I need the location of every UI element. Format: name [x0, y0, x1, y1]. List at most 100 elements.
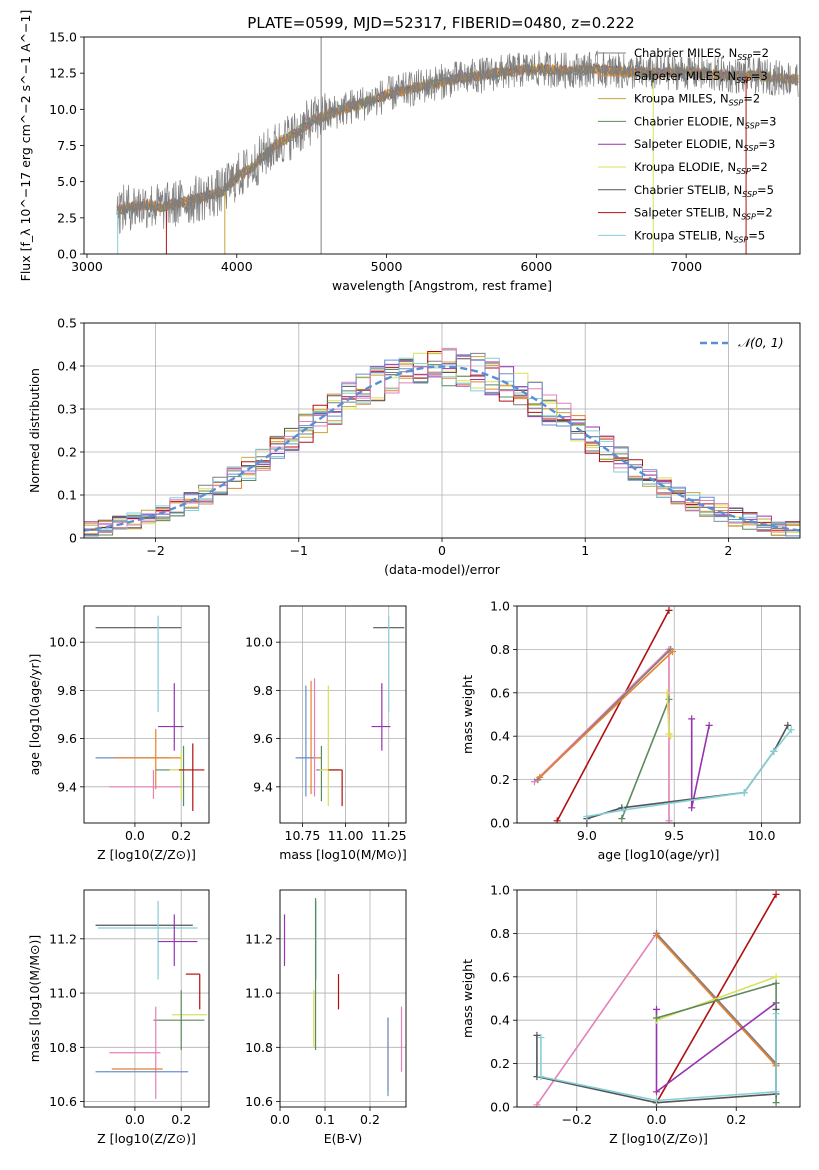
axes-frame — [83, 605, 210, 824]
mass-weight-marker — [772, 1010, 780, 1018]
x-tick-label: 0.1 — [315, 1112, 335, 1127]
x-tick-label: 9.5 — [664, 828, 684, 843]
legend-label-sub: SSP — [742, 190, 757, 199]
legend-label-text: Salpeter MILES, N — [634, 69, 736, 83]
legend-label-sub: SSP — [741, 213, 756, 222]
observed-spectrum-line — [116, 50, 799, 235]
mass-weight-marker — [772, 979, 780, 987]
legend-label-n: =3 — [751, 69, 768, 83]
x-axis-label: Z [log10(Z/Z⊙)] — [97, 847, 196, 862]
errorbar-point — [114, 728, 182, 790]
y-tick-label: 0.3 — [57, 402, 77, 417]
legend-label-n: =2 — [756, 206, 773, 220]
legend-label: Chabrier ELODIE, NSSP=3 — [634, 114, 776, 130]
y-tick-label: 7.5 — [57, 138, 77, 153]
panel-mass-vs-EBV: 0.0 0.1 0.2 10.6 10.8 11.0 11.2 E(B-V) — [245, 889, 407, 1146]
mass-weight-line — [556, 609, 670, 822]
y-tick-label: 0.2 — [57, 445, 77, 460]
legend-label-text: Kroupa STELIB, N — [634, 228, 734, 242]
y-axis-label: Flux [f_λ 10^−17 erg cm^−2 s^−1 A^−1] — [18, 10, 33, 282]
legend-label: 𝒩(0, 1) — [738, 335, 784, 350]
x-axis-label: age [log10(age/yr)] — [598, 847, 720, 862]
y-tick-label: 0.6 — [490, 969, 510, 984]
mass-weight-line — [655, 976, 777, 1022]
mass-weight-marker — [772, 973, 780, 981]
plot-area — [84, 347, 800, 537]
mass-weight-marker — [772, 890, 780, 898]
mass-weight-marker — [583, 812, 591, 820]
legend-label-n: =2 — [752, 46, 769, 60]
mass-weight-marker — [618, 815, 626, 823]
legend-label-n: =3 — [760, 114, 777, 128]
mass-weight-marker — [533, 1101, 541, 1107]
legend-label-sub: SSP — [745, 121, 760, 130]
y-tick-label: 9.4 — [57, 779, 77, 794]
mass-weight-marker — [537, 1073, 545, 1081]
residual-histogram-step — [84, 354, 800, 537]
errorbar-point — [158, 683, 184, 751]
y-tick-label: 1.0 — [490, 599, 510, 614]
panel-residuals: −2 −1 0 1 2 0 0.1 0.2 0.3 0.4 0.5 (data-model)/erro… — [27, 316, 801, 577]
mass-weight-marker — [667, 732, 675, 740]
panel-mass-weight-vs-Z: −0.2 0.0 0.2 0.0 0.2 0.4 0.6 0.8 1.0 Z [log10(Z/Z… — [460, 883, 801, 1146]
x-tick-label: 11.25 — [371, 828, 407, 843]
legend-label-n: =5 — [757, 183, 774, 197]
mass-weight-line — [690, 718, 710, 808]
panel-mass-vs-Z: 0.0 0.2 10.6 10.8 11.0 11.2 Z [log10(Z/Z⊙)] mas… — [27, 889, 210, 1146]
y-axis-label: mass weight — [460, 959, 475, 1038]
y-tick-label: 0.4 — [490, 1013, 510, 1028]
y-axis-label: Normed distribution — [27, 368, 42, 493]
legend-label-n: =5 — [748, 228, 765, 242]
legend-label-text: Chabrier MILES, N — [634, 46, 737, 60]
x-tick-label: 11.00 — [328, 828, 364, 843]
x-tick-label: 10.0 — [748, 828, 776, 843]
legend-label-sub: SSP — [744, 144, 759, 153]
y-tick-label: 10.6 — [49, 1094, 77, 1109]
x-tick-label: 0 — [438, 543, 446, 558]
errorbar-point — [316, 745, 339, 802]
errorbar-point — [185, 973, 201, 1010]
legend-label-sub: SSP — [737, 53, 752, 62]
x-axis-label: (data-model)/error — [384, 562, 501, 577]
x-tick-label: 3000 — [71, 259, 103, 274]
axes-frame — [516, 889, 801, 1108]
legend-label-text: Chabrier ELODIE, N — [634, 114, 745, 128]
y-tick-label: 15.0 — [49, 30, 77, 45]
legend-label-text: Kroupa ELODIE, N — [634, 160, 736, 174]
legend-label-sub: SSP — [729, 99, 744, 108]
mass-weight-marker — [533, 1031, 541, 1039]
y-tick-label: 0.4 — [57, 359, 77, 374]
plot-area — [283, 898, 403, 1097]
errorbar-point — [328, 769, 343, 807]
mass-weight-marker — [787, 726, 795, 734]
legend-label: Salpeter STELIB, NSSP=2 — [634, 206, 773, 222]
y-tick-label: 0.5 — [57, 316, 77, 331]
legend-label-sub: SSP — [734, 235, 749, 244]
x-tick-label: 7000 — [670, 259, 702, 274]
legend-label-text: Salpeter ELODIE, N — [634, 137, 744, 151]
x-tick-label: 0.0 — [647, 1112, 667, 1127]
x-tick-label: −2 — [146, 543, 164, 558]
plot-area — [116, 37, 799, 254]
y-tick-label: 0.6 — [490, 685, 510, 700]
mass-weight-marker — [665, 817, 673, 823]
y-tick-label: 0.8 — [490, 926, 510, 941]
x-tick-label: 0.0 — [125, 1112, 145, 1127]
y-tick-label: 0.0 — [490, 816, 510, 831]
x-tick-label: 5000 — [371, 259, 403, 274]
plot-area — [530, 606, 795, 823]
y-tick-label: 10.0 — [49, 635, 77, 650]
mass-weight-marker — [653, 1014, 661, 1022]
x-axis-label: wavelength [Angstrom, rest frame] — [332, 278, 552, 293]
y-tick-label: 12.5 — [49, 66, 77, 81]
legend-label-sub: SSP — [736, 76, 751, 85]
legend-label-n: =2 — [743, 92, 760, 106]
y-axis-label: age [log10(age/yr)] — [27, 654, 42, 776]
legend-label: Salpeter ELODIE, NSSP=3 — [634, 137, 775, 153]
plot-area — [95, 615, 205, 811]
legend-label: Kroupa STELIB, NSSP=5 — [634, 228, 765, 244]
mass-weight-marker — [536, 773, 544, 781]
y-tick-label: 9.6 — [57, 731, 77, 746]
mass-weight-line — [621, 699, 670, 819]
x-tick-label: 0.2 — [171, 828, 191, 843]
